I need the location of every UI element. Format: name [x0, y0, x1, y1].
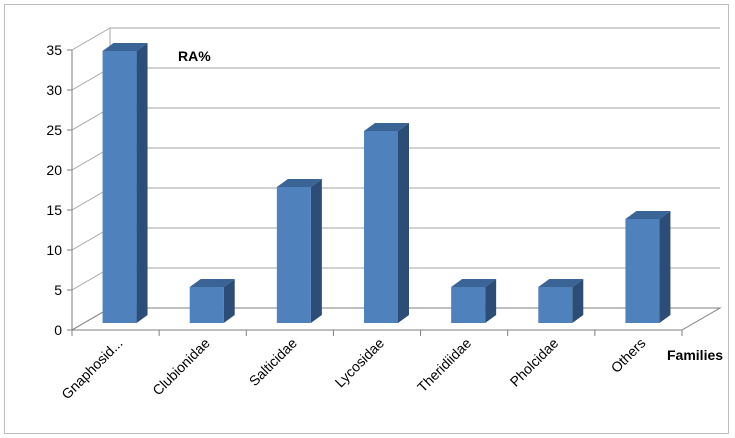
x-tick-label: Others	[608, 335, 649, 376]
bar-side	[223, 279, 235, 323]
bars	[102, 43, 671, 323]
bar	[276, 179, 322, 323]
y-axis-ticks: 0 5 10 15 20 25 30 35	[46, 42, 62, 338]
bar	[625, 211, 671, 323]
x-axis-labels: Gnaphosid... Clubionidae Salticidae Lycosid…	[58, 335, 648, 403]
floor	[70, 307, 722, 331]
bar-front	[364, 131, 398, 323]
bar-side	[485, 279, 497, 323]
y-tick-label: 35	[46, 42, 62, 58]
y-tick-label: 10	[46, 242, 62, 258]
bar-side	[136, 43, 148, 323]
x-tick-label: Salticidae	[246, 335, 300, 389]
bar	[451, 279, 497, 323]
bar-front	[189, 287, 224, 323]
bar-top	[451, 279, 497, 287]
y-tick-label: 5	[54, 282, 62, 298]
bar-top	[625, 211, 671, 219]
x-tick-label: Pholcidae	[507, 335, 562, 390]
bar	[189, 279, 235, 323]
bar-front	[276, 187, 311, 323]
bar-front	[451, 287, 486, 323]
x-axis-title: Families	[667, 347, 723, 363]
bar-side	[398, 123, 409, 323]
bar	[538, 279, 584, 323]
x-tick-label: Clubionidae	[149, 335, 213, 399]
bar-top	[102, 43, 148, 51]
x-tick-label: Gnaphosid...	[58, 335, 125, 402]
x-tick-label: Theridiidae	[414, 335, 474, 395]
bar-side	[310, 179, 322, 323]
bar-front	[625, 219, 660, 323]
bar-top	[364, 123, 409, 131]
y-tick-label: 15	[46, 202, 62, 218]
chart-title: RA%	[178, 48, 211, 64]
gridline-side	[71, 27, 111, 51]
bar-top	[276, 179, 322, 187]
y-tick-label: 0	[54, 322, 62, 338]
bar	[102, 43, 148, 323]
x-tick-label: Lycosidae	[332, 335, 388, 391]
bar-front	[538, 287, 573, 323]
y-tick-label: 30	[46, 82, 62, 98]
y-tick-label: 25	[46, 122, 62, 138]
bar-side	[572, 279, 584, 323]
bar-top	[189, 279, 235, 287]
bar-top	[538, 279, 584, 287]
bar-front	[102, 51, 137, 323]
gridlines	[67, 27, 722, 336]
bar	[364, 123, 409, 323]
bar-side	[659, 211, 671, 323]
y-tick-label: 20	[46, 162, 62, 178]
